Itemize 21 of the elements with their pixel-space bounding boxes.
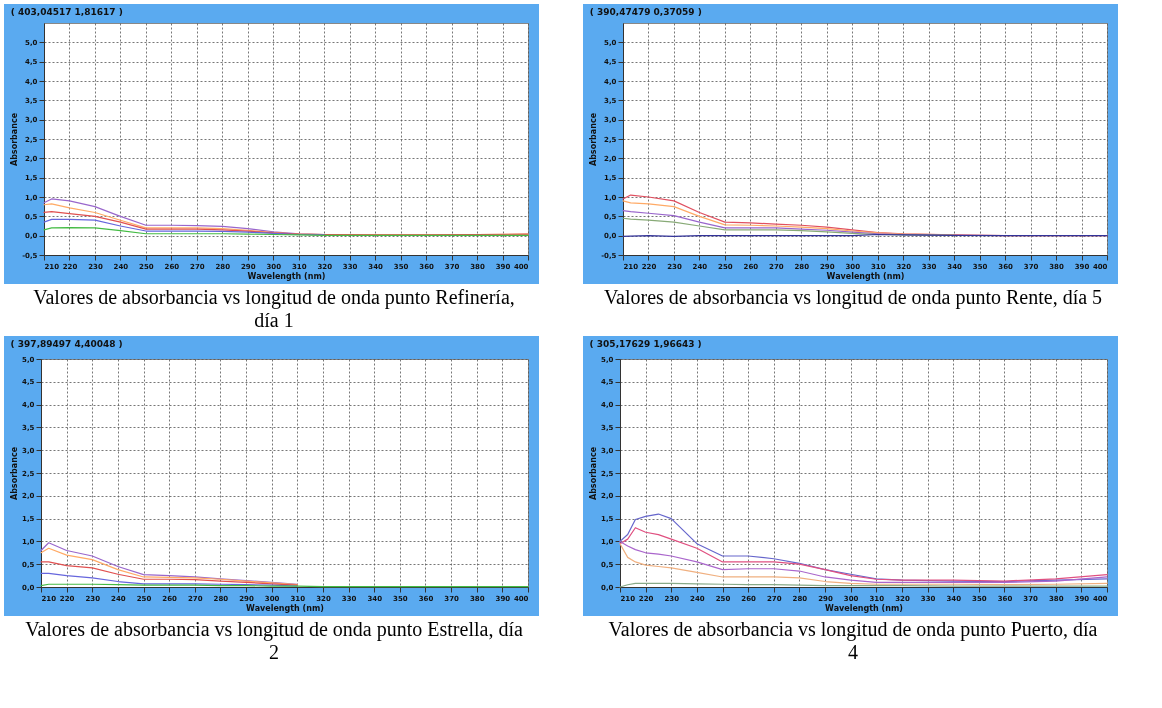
text: ( 305,17629 1,96643 ) [589,339,702,349]
y-axis-title: Absorbance [10,446,20,501]
text: Valores de absorbancia vs longitud de onda punto Refinería, día 1 [32,286,516,332]
y-axis-title: Absorbance [589,112,599,167]
text: ( 397,89497 4,40048 ) [10,339,123,349]
text: Valores de absorbancia vs longitud de onda punto Estrella, día 2 [24,618,524,664]
x-axis-title: Wavelength (nm) [826,271,905,281]
y-axis-title: Absorbance [589,446,599,501]
x-axis-title: Wavelength (nm) [246,603,324,613]
x-axis-title: Wavelength (nm) [825,603,903,613]
line-series [619,527,1108,582]
y-axis-title: Absorbance [10,112,20,167]
text: ( 403,04517 1,81617 ) [10,7,123,17]
line-series [43,211,529,236]
text: Valores de absorbancia vs longitud de onda punto Rente, día 5 [602,286,1104,309]
text: Valores de absorbancia vs longitud de onda punto Puerto, día 4 [607,618,1099,664]
line-series [40,561,298,586]
line-series [43,226,529,236]
text: ( 390,47479 0,37059 ) [589,7,702,17]
x-axis-title: Wavelength (nm) [247,271,326,281]
line-series [43,218,325,236]
